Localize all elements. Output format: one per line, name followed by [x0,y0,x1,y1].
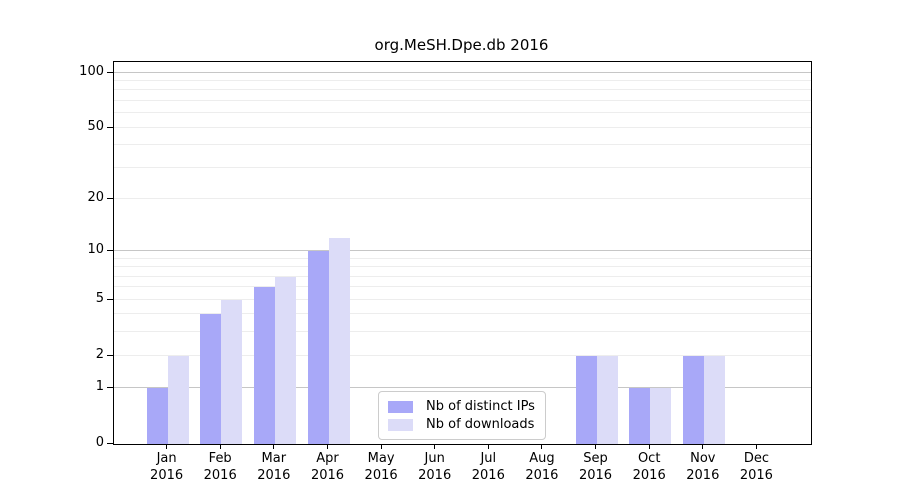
gridline-minor [114,112,811,113]
bar-downloads [274,276,296,444]
y-tick-label: 0 [95,435,104,450]
x-tick-label: Oct 2016 [617,451,681,484]
bar-downloads [650,388,672,444]
gridline-minor [114,166,811,168]
x-tick [487,444,489,449]
y-tick-label: 1 [95,379,104,395]
x-tick [541,444,543,449]
gridline-major [114,71,811,73]
x-tick-label-year: 2016 [632,467,666,483]
x-tick-label: Dec 2016 [724,451,788,484]
gridline-minor [114,144,811,145]
y-tick-label: 5 [95,290,104,306]
gridline-minor [114,275,811,277]
gridline-minor [114,197,811,199]
x-tick [219,444,221,449]
x-tick [166,444,168,449]
x-tick-label-year: 2016 [150,467,184,483]
gridline-minor [114,89,811,91]
gridline-minor [114,79,811,81]
gridline-minor [114,266,811,268]
gridline-major [114,250,811,251]
legend-label-distinct-ips: Nb of distinct IPs [426,399,535,414]
x-tick-label: Apr 2016 [296,451,360,484]
y-tick [107,298,113,300]
y-tick [107,250,113,252]
x-tick-label-year: 2016 [310,467,345,483]
x-tick-label-year: 2016 [525,467,559,483]
x-tick [648,444,650,449]
x-tick-label: Feb 2016 [188,451,252,484]
gridline-minor [114,331,811,333]
x-tick-label-year: 2016 [739,467,773,483]
bar-distinct-ips [682,355,704,444]
gridline-minor [114,354,811,356]
y-tick [107,197,113,200]
gridline-minor [114,286,811,288]
x-tick-label: Jan 2016 [135,451,199,484]
gridline-minor [114,313,811,315]
y-tick-label: 10 [87,242,104,257]
x-tick-label-year: 2016 [364,467,398,483]
bar-distinct-ips [200,314,222,444]
chart-title: org.MeSH.Dpe.db 2016 [374,36,549,54]
x-tick-label: Jul 2016 [456,451,520,484]
bar-distinct-ips [629,388,651,444]
bar-downloads [221,299,243,444]
x-tick [702,444,704,449]
x-tick-label-year: 2016 [418,467,452,483]
y-tick [107,443,113,445]
x-tick-label: Aug 2016 [510,451,574,484]
x-tick-label-year: 2016 [686,467,720,483]
legend-item-downloads: Nb of downloads [388,416,536,433]
x-tick-label: Sep 2016 [564,451,628,484]
gridline-minor [114,257,811,259]
gridline-minor [114,126,811,128]
y-tick [107,126,113,128]
x-tick [594,444,597,449]
bar-distinct-ips [253,287,275,444]
y-tick [107,71,113,73]
gridline-minor [114,298,811,300]
bar-distinct-ips [307,251,329,444]
y-tick-label: 2 [95,346,104,362]
bar-downloads [167,355,189,444]
y-tick [107,387,113,389]
x-tick-label-year: 2016 [578,467,613,483]
x-tick [273,444,275,449]
x-tick-label: May 2016 [349,451,413,484]
legend: Nb of distinct IPs Nb of downloads [378,391,546,440]
y-tick-label: 100 [79,63,104,79]
x-tick [434,444,436,449]
legend-swatch-distinct-ips [388,400,413,413]
legend-label-downloads: Nb of downloads [426,417,535,432]
plot-area: Nb of distinct IPs Nb of downloads [113,61,812,445]
x-tick [755,444,757,449]
gridline-major [114,387,811,389]
bar-distinct-ips [575,355,597,444]
x-tick [326,444,329,449]
x-tick-label: Jun 2016 [403,451,467,484]
bar-downloads [596,355,618,444]
legend-swatch-downloads [388,418,413,431]
gridline-minor [114,99,811,101]
x-tick-label-year: 2016 [257,467,291,483]
bar-downloads [703,355,725,444]
x-tick-label-year: 2016 [203,467,237,483]
y-tick [107,354,113,356]
x-tick [380,444,382,449]
y-tick-label: 50 [87,118,104,134]
x-tick-label-year: 2016 [471,467,505,483]
legend-item-distinct-ips: Nb of distinct IPs [388,398,536,415]
y-tick-label: 20 [87,189,104,205]
x-tick-label: Nov 2016 [671,451,735,484]
bar-downloads [328,237,350,444]
x-tick-label: Mar 2016 [242,451,306,484]
bar-distinct-ips [146,388,168,444]
